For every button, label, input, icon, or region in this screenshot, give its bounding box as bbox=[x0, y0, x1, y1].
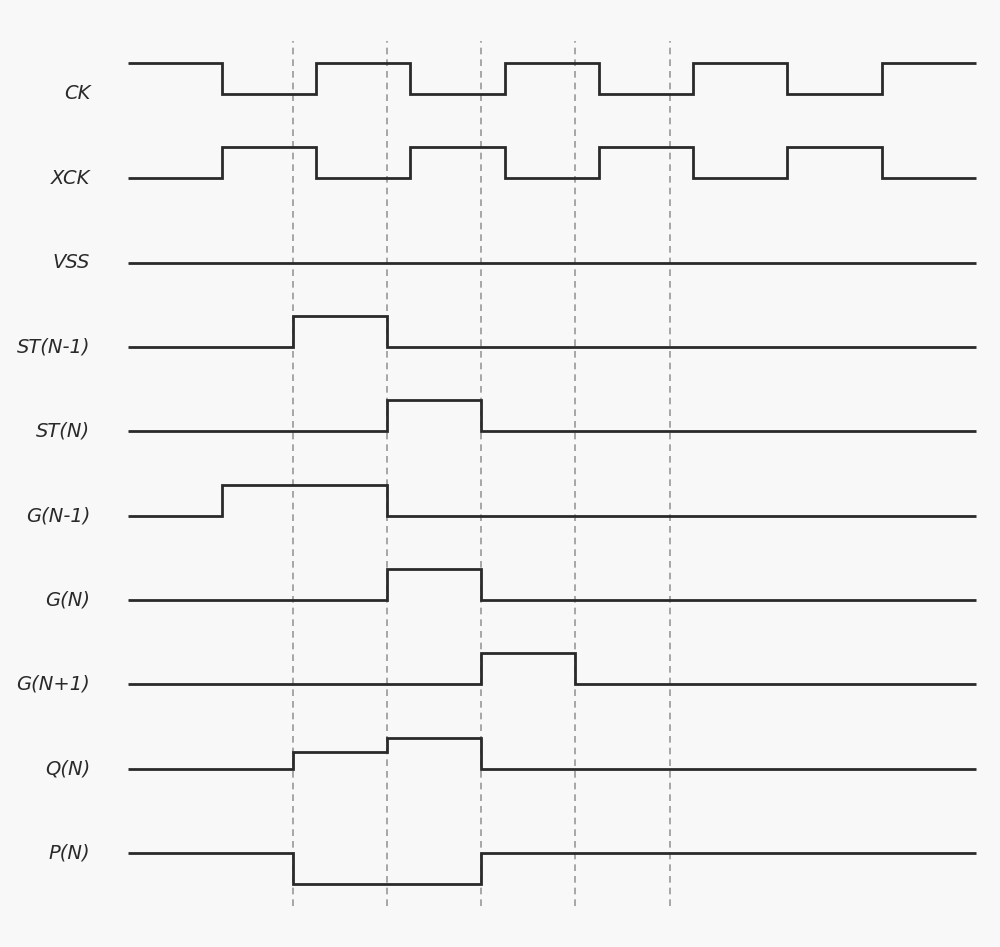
Text: G(N+1): G(N+1) bbox=[16, 675, 90, 694]
Text: Q(N): Q(N) bbox=[45, 759, 90, 778]
Text: G(N-1): G(N-1) bbox=[26, 507, 90, 526]
Text: ST(N): ST(N) bbox=[36, 421, 90, 440]
Text: VSS: VSS bbox=[53, 253, 90, 272]
Text: P(N): P(N) bbox=[48, 844, 90, 863]
Text: G(N): G(N) bbox=[45, 591, 90, 610]
Text: ST(N-1): ST(N-1) bbox=[17, 337, 90, 356]
Text: XCK: XCK bbox=[51, 169, 90, 188]
Text: CK: CK bbox=[64, 84, 90, 103]
